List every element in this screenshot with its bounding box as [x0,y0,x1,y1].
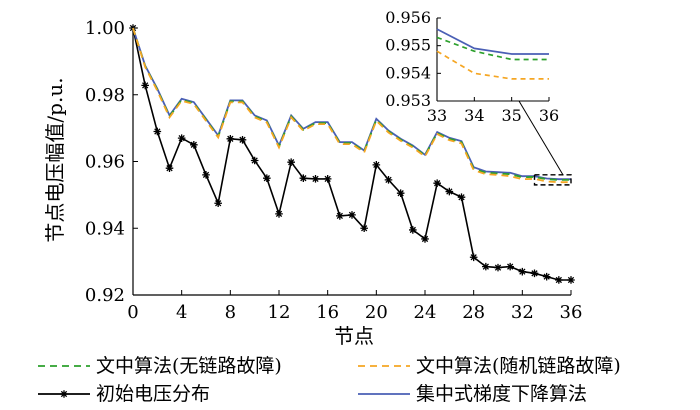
series-line [132,27,571,184]
main-plot-area: 0 4 8 12 16 20 24 28 32 36 0.92 0.94 0.96 0.98 1.00 [85,18,583,323]
data-point [153,127,162,136]
data-point [190,141,198,149]
data-point [165,164,174,172]
data-point [542,272,551,281]
data-point [555,276,563,284]
data-point [226,135,235,143]
data-point [263,174,271,182]
data-point [360,224,368,233]
inset-y-tick-label: 0.954 [385,63,431,82]
inset-x-tick-label: 33 [427,106,447,125]
data-point [396,189,405,198]
data-point [177,134,186,142]
y-tick-label: 1.00 [85,18,125,39]
x-tick-label: 32 [511,302,534,323]
inset-y-tick-label: 0.955 [385,36,431,55]
x-tick-label: 36 [560,302,583,323]
legend-label: 文中算法(随机链路故障) [416,355,621,377]
x-tick-label: 20 [365,302,388,323]
data-point [141,81,149,90]
data-point [299,174,308,182]
data-point [287,158,295,166]
data-point [567,276,575,284]
x-tick-label: 4 [176,302,187,323]
x-tick-label: 24 [414,302,437,323]
x-tick-label: 8 [225,302,236,323]
legend: 文中算法(无链路故障) 文中算法(随机链路故障) 初始电压分布 集中式梯度下降算法 [38,355,621,405]
data-point [409,226,417,234]
legend-label: 文中算法(无链路故障) [96,355,282,377]
data-point [202,171,210,179]
inset-x-tick-label: 34 [464,106,484,125]
data-point [323,175,332,183]
data-point [445,187,454,196]
zoom-connector-line [518,100,564,176]
y-tick-label: 0.96 [85,152,125,173]
y-axis-label: 节点电压幅值/p.u. [43,77,67,242]
x-tick-label: 0 [127,302,138,323]
inset-x-tick-label: 35 [501,106,521,125]
y-tick-label: 0.92 [85,285,125,306]
data-point [275,210,283,218]
data-point [457,193,466,202]
data-point [530,269,539,278]
inset-x-tick-label: 36 [539,106,559,125]
data-point [384,176,393,184]
x-tick-label: 28 [462,302,485,323]
data-point [311,175,320,183]
inset-series-line [436,28,549,55]
x-tick-label: 16 [316,302,339,323]
inset-plot-area: 33 34 35 36 0.953 0.954 0.955 0.956 [385,8,564,176]
data-point [469,253,478,262]
data-point [348,211,356,219]
data-point [372,161,381,169]
x-axis-label: 节点 [334,324,374,348]
legend-label: 初始电压分布 [96,383,210,405]
data-point [250,156,259,165]
data-point [518,267,527,276]
data-point [506,262,514,271]
inset-y-tick-label: 0.956 [385,8,431,27]
data-point [214,199,222,208]
data-point [421,235,429,243]
zoom-region-box [533,174,572,186]
inset-background [437,18,549,101]
inset-y-tick-label: 0.953 [385,91,431,110]
data-point [482,262,490,271]
x-tick-label: 12 [268,302,291,323]
y-tick-label: 0.98 [85,85,125,106]
inset-series-line [436,36,549,61]
legend-label: 集中式梯度下降算法 [416,383,587,405]
inset-series-line [436,50,549,80]
data-point [336,212,344,220]
data-point [494,263,502,272]
data-point [433,179,441,187]
y-tick-label: 0.94 [85,218,125,239]
legend-marker [60,390,68,398]
data-point [238,136,247,144]
